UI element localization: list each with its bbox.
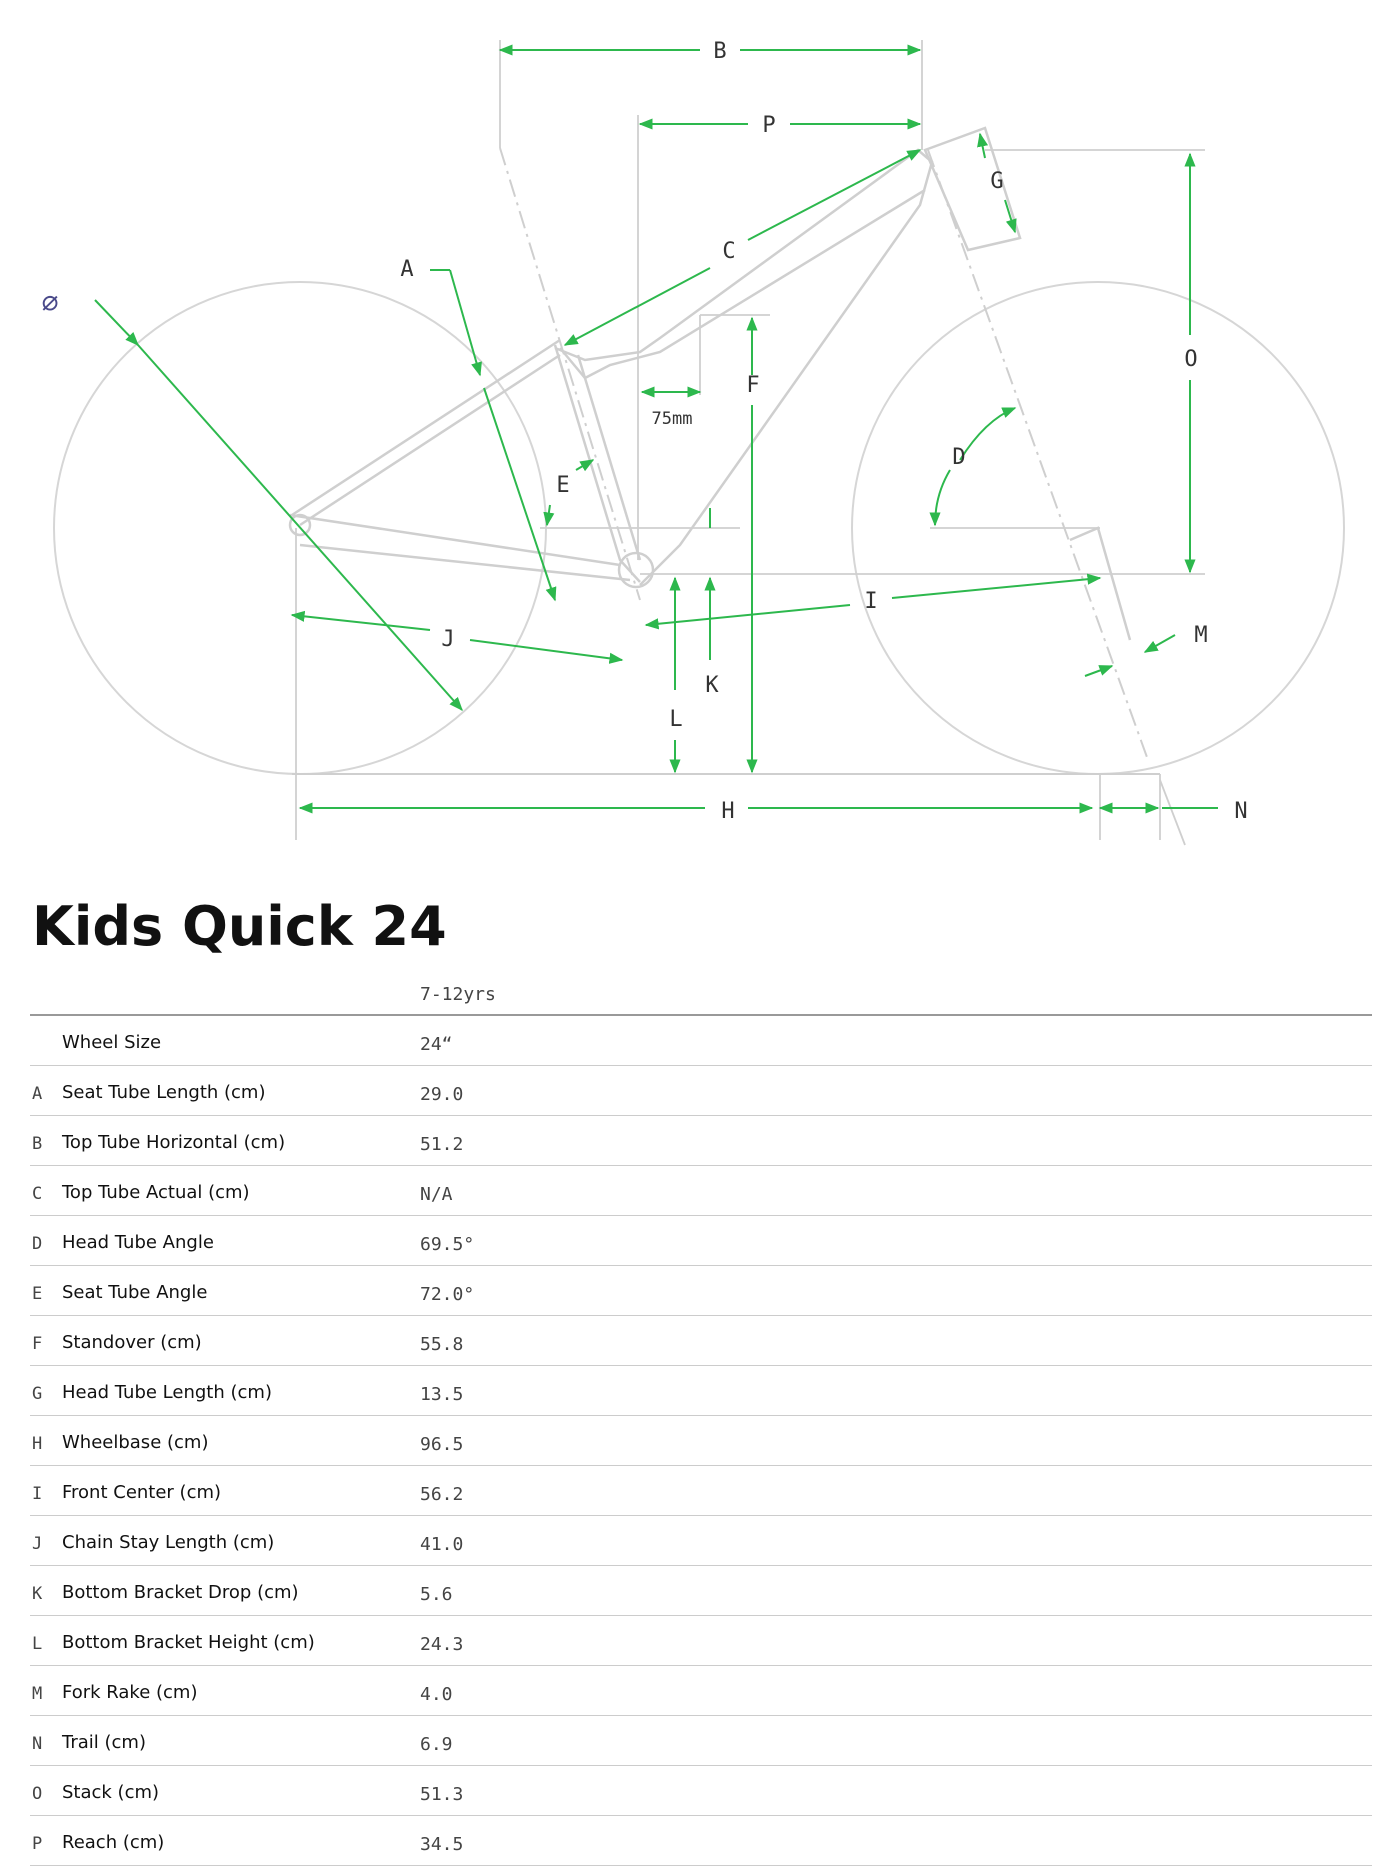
row-key: N — [32, 1734, 43, 1754]
row-value: 51.3 — [420, 1784, 464, 1805]
row-name: Wheelbase (cm) — [62, 1432, 209, 1453]
table-row: L Bottom Bracket Height (cm) 24.3 — [30, 1616, 1372, 1666]
row-name: Chain Stay Length (cm) — [62, 1532, 275, 1553]
row-name: Head Tube Angle — [62, 1232, 214, 1253]
label-diameter: ⌀ — [42, 286, 59, 319]
geometry-table-header: 7-12yrs — [30, 978, 1372, 1016]
row-key: G — [32, 1384, 43, 1404]
label-m: M — [1194, 623, 1207, 648]
table-row: K Bottom Bracket Drop (cm) 5.6 — [30, 1566, 1372, 1616]
label-seat-offset: 75mm — [652, 409, 693, 429]
reference-lines — [295, 40, 1205, 846]
row-value: 24“ — [420, 1034, 453, 1055]
label-a: A — [400, 257, 413, 282]
row-key: C — [32, 1184, 43, 1204]
row-key: K — [32, 1584, 43, 1604]
dimension-arrows — [94, 44, 1218, 814]
table-row: E Seat Tube Angle 72.0° — [30, 1266, 1372, 1316]
label-f: F — [746, 373, 759, 398]
row-key: I — [32, 1484, 43, 1504]
row-value: N/A — [420, 1184, 453, 1205]
table-row: M Fork Rake (cm) 4.0 — [30, 1666, 1372, 1716]
row-value: 34.5 — [420, 1834, 464, 1855]
row-value: 24.3 — [420, 1634, 464, 1655]
label-i: I — [864, 589, 877, 614]
geometry-table: 7-12yrs Wheel Size 24“ A Seat Tube Length (… — [30, 978, 1372, 1866]
row-name: Seat Tube Angle — [62, 1282, 208, 1303]
row-key: A — [32, 1084, 43, 1104]
axis-lines — [499, 147, 1149, 761]
row-value: 6.9 — [420, 1734, 453, 1755]
row-name: Top Tube Actual (cm) — [62, 1182, 250, 1203]
row-name: Seat Tube Length (cm) — [62, 1082, 266, 1103]
row-key: F — [32, 1334, 43, 1354]
row-value: 56.2 — [420, 1484, 464, 1505]
row-name: Trail (cm) — [62, 1732, 146, 1753]
row-value: 4.0 — [420, 1684, 453, 1705]
row-key: D — [32, 1234, 43, 1254]
row-name: Reach (cm) — [62, 1832, 165, 1853]
label-p: P — [762, 113, 775, 138]
row-name: Front Center (cm) — [62, 1482, 222, 1503]
row-value: 55.8 — [420, 1334, 464, 1355]
row-key: M — [32, 1684, 43, 1704]
row-name: Stack (cm) — [62, 1782, 160, 1803]
table-row: D Head Tube Angle 69.5° — [30, 1216, 1372, 1266]
row-value: 41.0 — [420, 1534, 464, 1555]
row-name: Fork Rake (cm) — [62, 1682, 198, 1703]
row-name: Standover (cm) — [62, 1332, 202, 1353]
label-h: H — [721, 799, 734, 824]
row-key: E — [32, 1284, 43, 1304]
table-row: Wheel Size 24“ — [30, 1016, 1372, 1066]
label-c: C — [722, 239, 735, 264]
label-o: O — [1184, 347, 1197, 372]
row-value: 72.0° — [420, 1284, 475, 1305]
bike-geometry-diagram: B P G C A O F 75mm D E I M J K L H N ⌀ — [0, 0, 1400, 860]
row-name: Bottom Bracket Drop (cm) — [62, 1582, 299, 1603]
row-name: Bottom Bracket Height (cm) — [62, 1632, 315, 1653]
row-name: Top Tube Horizontal (cm) — [62, 1132, 286, 1153]
table-row: J Chain Stay Length (cm) 41.0 — [30, 1516, 1372, 1566]
row-name: Head Tube Length (cm) — [62, 1382, 272, 1403]
row-value: 5.6 — [420, 1584, 453, 1605]
table-row: H Wheelbase (cm) 96.5 — [30, 1416, 1372, 1466]
row-value: 29.0 — [420, 1084, 464, 1105]
bike-frame — [288, 126, 1132, 641]
row-key: H — [32, 1434, 43, 1454]
row-value: 13.5 — [420, 1384, 464, 1405]
label-d: D — [952, 445, 965, 470]
label-e: E — [556, 473, 569, 498]
table-row: B Top Tube Horizontal (cm) 51.2 — [30, 1116, 1372, 1166]
table-row: N Trail (cm) 6.9 — [30, 1716, 1372, 1766]
table-row: C Top Tube Actual (cm) N/A — [30, 1166, 1372, 1216]
row-key: J — [32, 1534, 43, 1554]
row-key: B — [32, 1134, 43, 1154]
label-n: N — [1234, 799, 1247, 824]
table-row: I Front Center (cm) 56.2 — [30, 1466, 1372, 1516]
row-value: 51.2 — [420, 1134, 464, 1155]
table-row: F Standover (cm) 55.8 — [30, 1316, 1372, 1366]
page-title: Kids Quick 24 — [32, 895, 447, 958]
row-key: O — [32, 1784, 43, 1804]
label-g: G — [990, 169, 1003, 194]
label-j: J — [441, 627, 454, 652]
row-key: L — [32, 1634, 43, 1654]
label-k: K — [705, 673, 719, 698]
row-name: Wheel Size — [62, 1032, 162, 1053]
row-value: 96.5 — [420, 1434, 464, 1455]
table-row: G Head Tube Length (cm) 13.5 — [30, 1366, 1372, 1416]
label-b: B — [713, 39, 726, 64]
table-row: A Seat Tube Length (cm) 29.0 — [30, 1066, 1372, 1116]
label-l: L — [669, 707, 682, 732]
table-row: O Stack (cm) 51.3 — [30, 1766, 1372, 1816]
row-value: 69.5° — [420, 1234, 475, 1255]
size-column-header: 7-12yrs — [420, 984, 496, 1005]
row-key: P — [32, 1834, 43, 1854]
